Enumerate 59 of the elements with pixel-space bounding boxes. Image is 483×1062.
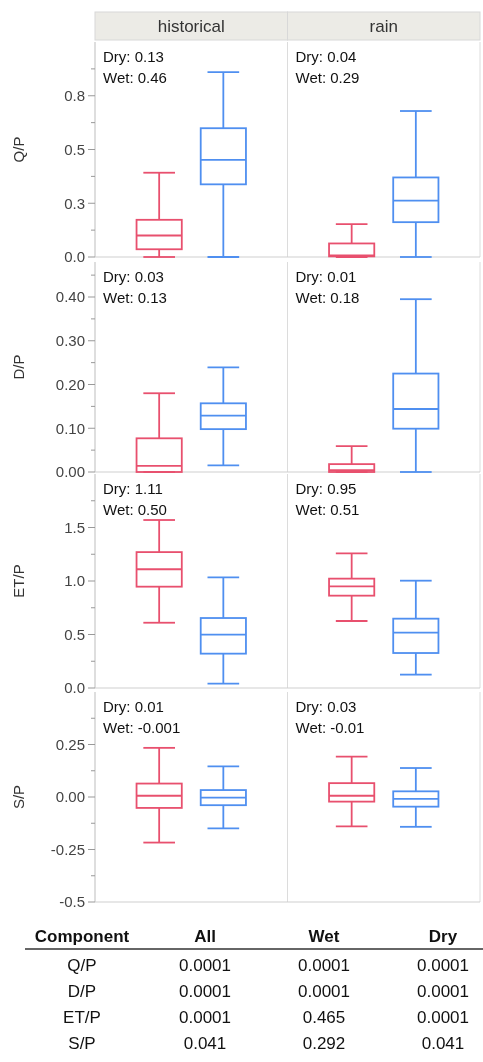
y-axis-title: Q/P xyxy=(10,136,27,163)
annotation: Wet: 0.13 xyxy=(103,289,167,306)
annotation: Wet: 0.50 xyxy=(103,501,167,518)
y-tick-label: 0.3 xyxy=(64,194,85,212)
y-tick-label: -0.5 xyxy=(59,893,85,911)
y-tick-label: 0.5 xyxy=(64,625,85,643)
category-label: Q/P xyxy=(67,956,97,975)
data-label: 0.0001 xyxy=(179,956,231,975)
y-axis-title: ET/P xyxy=(10,564,27,598)
annotation: Wet: 0.46 xyxy=(103,69,167,86)
y-tick-label: 0.00 xyxy=(55,463,85,481)
y-tick-label: 0.40 xyxy=(55,288,85,306)
y-tick-label: 1.5 xyxy=(64,518,85,536)
text: Component xyxy=(34,927,130,946)
y-tick-label: -0.25 xyxy=(50,840,85,858)
data-label: 0.041 xyxy=(183,1034,227,1053)
data-label: 0.0001 xyxy=(298,956,350,975)
data-label: 0.041 xyxy=(421,1034,465,1053)
annotation: Wet: 0.18 xyxy=(295,289,360,306)
data-label: 0.0001 xyxy=(179,1008,231,1027)
category-label: ET/P xyxy=(63,1008,101,1027)
text: Dry xyxy=(428,927,458,946)
data-label: 0.0001 xyxy=(417,1008,469,1027)
category-label: D/P xyxy=(67,982,97,1001)
y-axis-title: S/P xyxy=(10,784,27,810)
annotation: Wet: -0.01 xyxy=(295,719,365,736)
y-tick-label: 0.8 xyxy=(64,87,85,104)
data-label: 0.0001 xyxy=(298,982,350,1001)
y-tick-label: 0.10 xyxy=(55,419,85,437)
y-tick-label: 1.0 xyxy=(64,572,85,590)
annotation: Dry: 0.04 xyxy=(295,48,357,65)
annotation: Wet: -0.001 xyxy=(103,719,181,736)
data-label: 0.465 xyxy=(302,1008,346,1027)
annotation: Dry: 0.01 xyxy=(103,698,164,715)
y-tick-label: 0.30 xyxy=(55,332,85,349)
y-tick-label: 0.5 xyxy=(64,140,85,158)
annotation: Dry: 0.13 xyxy=(103,48,164,65)
y-tick-label: 0.25 xyxy=(55,735,85,753)
x-tick-label: historical xyxy=(157,17,225,36)
data-label: 0.0001 xyxy=(417,956,469,975)
category-label: S/P xyxy=(68,1034,96,1053)
annotation: Dry: 1.11 xyxy=(103,480,163,497)
data-label: 0.292 xyxy=(302,1034,346,1053)
y-tick-label: 0.00 xyxy=(55,788,85,806)
text: All xyxy=(194,927,216,946)
annotation: Dry: 0.03 xyxy=(103,268,164,285)
annotation: Dry: 0.03 xyxy=(295,698,357,715)
y-tick-label: 0.0 xyxy=(64,248,85,266)
annotation: Dry: 0.95 xyxy=(295,480,357,497)
data-label: 0.0001 xyxy=(179,982,231,1001)
x-tick-label: rain xyxy=(369,17,398,36)
annotation: Dry: 0.01 xyxy=(295,268,357,285)
data-label: 0.0001 xyxy=(417,982,469,1001)
annotation: Wet: 0.29 xyxy=(295,69,360,86)
y-tick-label: 0.20 xyxy=(55,375,85,393)
text: Wet xyxy=(308,927,340,946)
annotation: Wet: 0.51 xyxy=(295,501,360,518)
y-axis-title: D/P xyxy=(10,354,27,380)
y-tick-label: 0.0 xyxy=(64,679,85,697)
